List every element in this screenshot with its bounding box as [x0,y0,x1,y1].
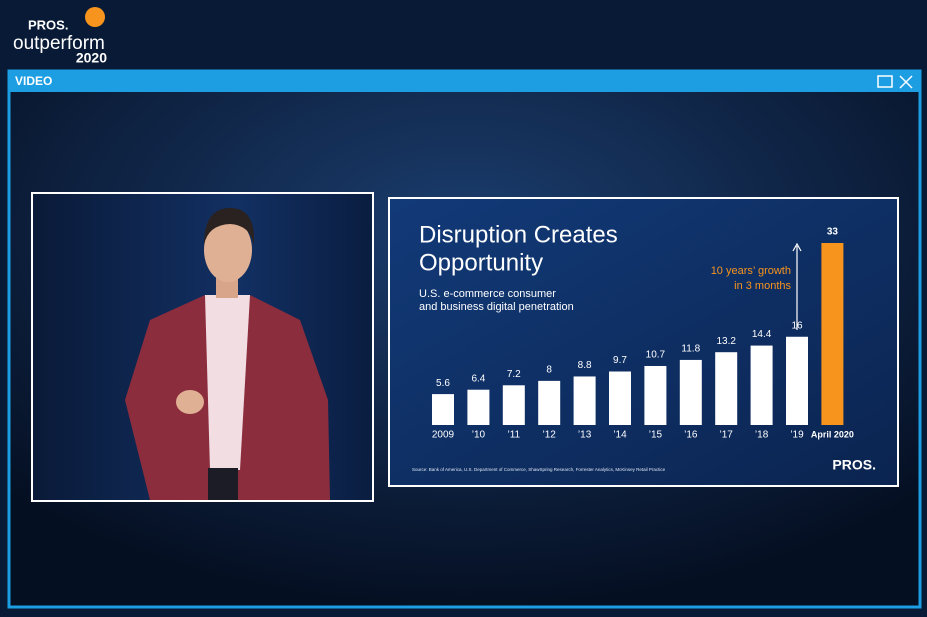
x-tick-label: ’10 [472,430,486,441]
bar [644,365,667,425]
maximize-button[interactable] [877,75,893,88]
x-tick-label: ’15 [649,430,663,441]
bar [609,371,631,425]
speaker [125,208,330,500]
slide-subtitle: U.S. e-commerce consumer [419,288,556,300]
annotation: in 3 months [734,280,791,292]
x-tick-label: ’19 [790,430,804,441]
annotation: 10 years’ growth [711,265,791,277]
value-label: 9.7 [613,355,627,366]
value-label: 7.2 [507,369,521,380]
bar [502,385,525,425]
logo-dot [85,7,105,27]
bar [679,359,702,425]
value-label: 8.8 [578,360,592,371]
value-label: 11.8 [681,344,700,355]
close-button[interactable] [899,75,913,89]
value-label: 33 [827,227,839,238]
bar [467,389,490,425]
x-tick-label: ’14 [613,430,627,441]
window-title: VIDEO [15,74,52,88]
x-tick-label: 2009 [432,430,455,441]
x-tick-label: ’18 [755,430,769,441]
bar-chart: 5.6 2009 6.4 ’10 7.2 ’11 8 ’12 8.8 ’13 9.7 ’14 10.7 ’… [432,227,854,441]
slide-title: Opportunity [419,249,543,276]
value-label: 5.6 [436,378,450,389]
title-bar [9,71,920,92]
x-tick-label: ’13 [578,430,592,441]
x-tick-label: ’17 [720,430,734,441]
slide-brand: PROS. [832,457,876,473]
logo-name: outperform [13,33,105,54]
value-label: 8 [546,365,552,376]
value-label: 14.4 [752,329,772,340]
slide-title: Disruption Creates [419,221,618,248]
x-tick-label: ’12 [543,430,557,441]
slide [388,197,899,487]
slide-subtitle: and business digital penetration [419,301,574,313]
x-tick-label: ’16 [684,430,698,441]
value-label: 10.7 [646,350,666,361]
bar [821,243,844,425]
annotation-arrow [792,242,802,330]
logo-brand: PROS. [28,17,68,32]
x-tick-label: April 2020 [811,429,854,439]
bar [750,345,773,425]
source-note: Source: Bank of America, U.S. Department… [412,467,666,472]
value-label: 13.2 [716,336,736,347]
logo-year: 2020 [76,50,107,66]
bar [432,394,454,425]
bar [538,380,561,425]
bar [786,336,808,425]
value-label: 6.4 [471,373,485,384]
x-tick-label: ’11 [507,430,520,441]
value-label: 16 [791,320,803,331]
bar [715,352,738,425]
bar [573,376,596,425]
